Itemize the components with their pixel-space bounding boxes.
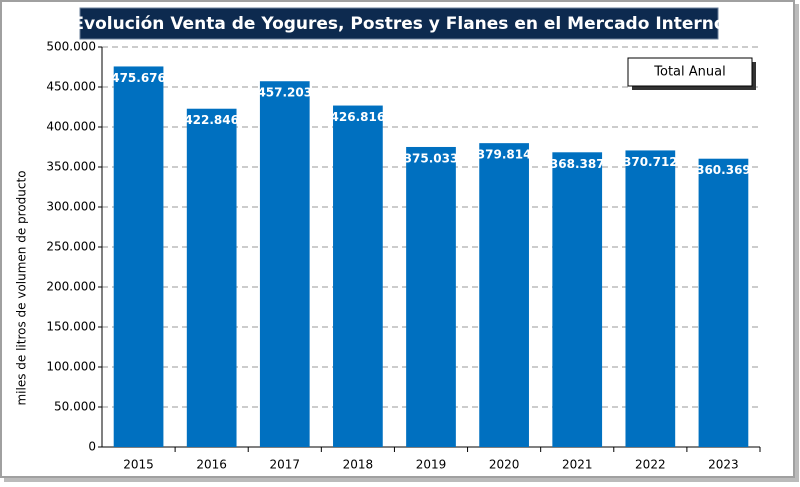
bar	[113, 66, 164, 447]
y-tick-label: 350.000	[46, 160, 96, 174]
x-tick-label: 2019	[416, 458, 447, 472]
y-tick-label: 400.000	[46, 120, 96, 134]
shadow	[4, 478, 796, 482]
chart-title: Evolución Venta de Yogures, Postres y Fl…	[72, 14, 725, 34]
x-tick-label: 2016	[196, 458, 227, 472]
y-tick-label: 450.000	[46, 80, 96, 94]
x-tick-label: 2018	[343, 458, 374, 472]
y-tick-label: 100.000	[46, 360, 96, 374]
title-box	[79, 7, 719, 40]
y-tick-label: 200.000	[46, 280, 96, 294]
bar	[479, 143, 529, 447]
y-tick-label: 150.000	[46, 320, 96, 334]
shadow	[795, 4, 799, 482]
bar	[333, 105, 383, 447]
data-label: 375.033	[404, 151, 459, 165]
bar	[552, 152, 603, 447]
data-label: 475.676	[111, 71, 166, 85]
y-tick-label: 250.000	[46, 240, 96, 254]
bar	[406, 146, 456, 447]
data-label: 426.816	[331, 110, 386, 124]
bar	[625, 150, 676, 447]
data-label: 379.814	[477, 148, 532, 162]
x-tick-label: 2017	[270, 458, 301, 472]
x-tick-label: 2023	[708, 458, 739, 472]
data-label: 422.846	[184, 113, 239, 127]
x-tick-label: 2021	[562, 458, 593, 472]
x-tick-label: 2015	[123, 458, 154, 472]
x-tick-label: 2020	[489, 458, 520, 472]
y-tick-label: 0	[88, 440, 96, 454]
data-label: 457.203	[257, 86, 312, 100]
y-tick-label: 500.000	[46, 40, 96, 54]
bar	[698, 158, 749, 447]
x-tick-label: 2022	[635, 458, 666, 472]
data-label: 370.712	[623, 155, 678, 169]
y-tick-label: 300.000	[46, 200, 96, 214]
legend	[627, 57, 753, 87]
y-tick-label: 50.000	[54, 400, 96, 414]
bar	[259, 81, 310, 447]
data-label: 360.369	[696, 163, 751, 177]
data-label: 368.387	[550, 157, 605, 171]
y-axis-label: miles de litros de volumen de producto	[15, 170, 29, 405]
bar	[186, 108, 237, 447]
legend-label: Total Anual	[653, 65, 725, 80]
